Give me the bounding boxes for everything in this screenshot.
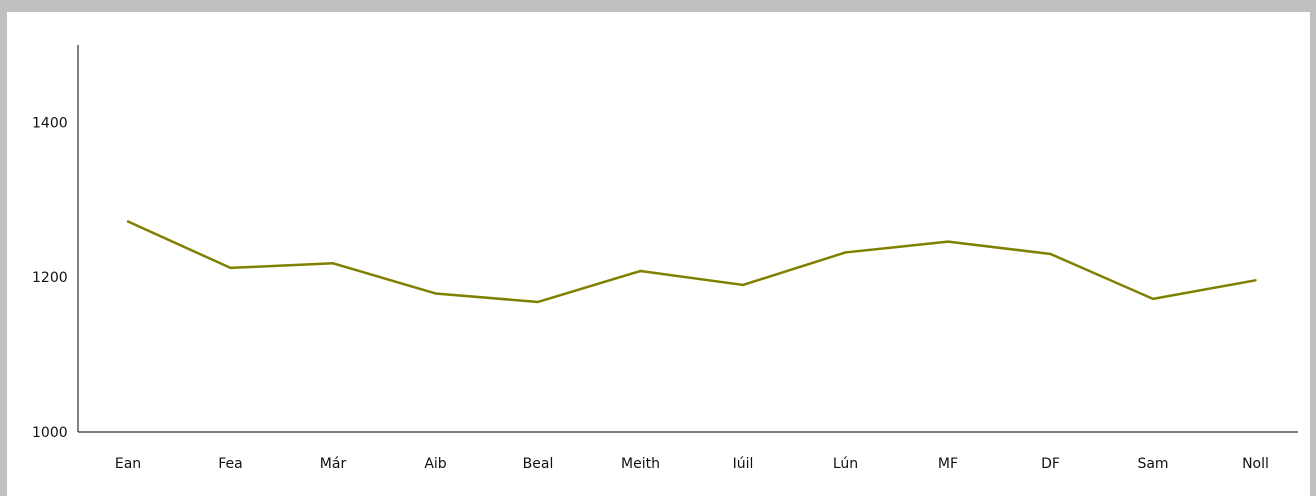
x-tick-label: MF	[938, 456, 958, 472]
data-point	[331, 262, 335, 265]
data-point	[536, 300, 540, 304]
data-point	[1151, 297, 1155, 301]
x-tick-label: DF	[1041, 456, 1060, 472]
data-point	[126, 220, 130, 223]
data-point	[639, 269, 642, 273]
chart-frame	[7, 12, 1310, 496]
y-tick-label: 1400	[32, 115, 68, 131]
data-point	[1254, 279, 1257, 282]
y-axis: 1000 1200 1400	[32, 45, 79, 441]
x-tick-label: Lún	[833, 456, 858, 472]
y-tick-label: 1000	[32, 425, 68, 441]
data-point	[1049, 252, 1052, 256]
x-tick-label: Ean	[115, 456, 141, 472]
x-axis: Ean Fea Már Aib Beal Meith Iúil Lún MF DF Sam Noll	[78, 431, 1298, 472]
x-tick-label: Sam	[1137, 456, 1168, 472]
x-tick-label: Meith	[621, 456, 660, 472]
x-tick-label: Iúil	[733, 456, 754, 472]
x-tick-label: Fea	[218, 456, 242, 472]
x-tick-label: Már	[320, 456, 347, 472]
data-point	[844, 251, 847, 254]
x-tick-label: Noll	[1242, 456, 1269, 472]
x-tick-label: Aib	[424, 456, 446, 472]
data-point	[946, 240, 950, 243]
data-point	[229, 266, 232, 270]
data-point	[741, 283, 745, 287]
series-layer	[126, 220, 1257, 304]
x-tick-label: Beal	[523, 456, 554, 472]
y-tick-label: 1200	[32, 270, 68, 286]
series-line	[127, 220, 1256, 304]
data-point	[434, 292, 437, 295]
